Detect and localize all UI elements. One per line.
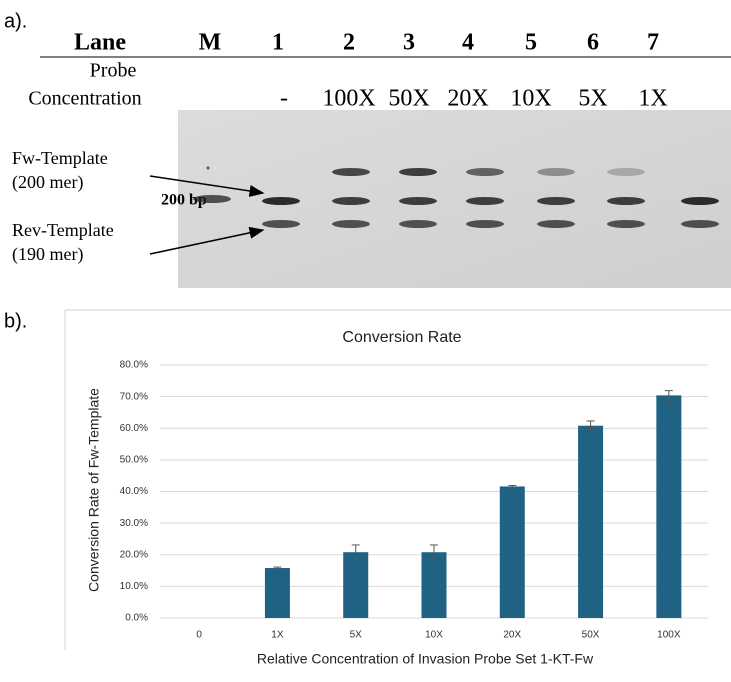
gel-band	[537, 168, 575, 176]
lane-number: 4	[462, 30, 474, 56]
y-tick-label: 80.0%	[120, 360, 148, 371]
probe-concentration: 100X	[322, 86, 375, 112]
annotation: (200 mer)	[12, 172, 83, 193]
lane-number: 5	[525, 30, 537, 56]
chart-panel: b). Conversion Rate Relative Concentrati…	[4, 310, 731, 667]
annotation: (190 mer)	[12, 244, 83, 265]
gel-band	[466, 168, 504, 176]
gel-band	[607, 168, 645, 176]
y-tick-label: 50.0%	[120, 455, 148, 466]
probe-concentration: 20X	[447, 86, 488, 112]
gel-image	[178, 110, 731, 288]
probe-concentration: 50X	[388, 86, 429, 112]
probe-concentration: 10X	[510, 86, 551, 112]
probe-label: Concentration	[28, 88, 141, 110]
y-axis-label: Conversion Rate of Fw-Template	[86, 388, 102, 592]
gel-band	[262, 197, 300, 205]
x-tick-label: 20X	[503, 630, 521, 641]
x-tick-label: 5X	[350, 630, 363, 641]
x-axis-label: Relative Concentration of Invasion Probe…	[257, 651, 594, 667]
y-tick-label: 10.0%	[120, 581, 148, 592]
y-tick-label: 30.0%	[120, 518, 148, 529]
probe-concentration: 5X	[578, 86, 607, 112]
x-tick-label: 10X	[425, 630, 443, 641]
bar	[422, 552, 447, 618]
lane-number: 6	[587, 30, 599, 56]
gel-speck	[207, 167, 210, 170]
probe-concentration: -	[280, 86, 288, 112]
probe-label: Probe	[90, 60, 137, 82]
bar	[265, 568, 290, 618]
gel-band	[193, 195, 231, 203]
gel-band	[399, 197, 437, 205]
gel-band	[537, 220, 575, 228]
y-tick-label: 40.0%	[120, 486, 148, 497]
gel-band	[537, 197, 575, 205]
panel-label: a).	[4, 10, 27, 32]
gel-band	[681, 220, 719, 228]
x-tick-label: 1X	[271, 630, 284, 641]
lane-number: 2	[343, 30, 355, 56]
annotation: Fw-Template	[12, 148, 108, 168]
gel-band	[681, 197, 719, 205]
y-tick-label: 70.0%	[120, 391, 148, 402]
lane-number: 3	[403, 30, 415, 56]
gel-band	[332, 168, 370, 176]
bar	[656, 395, 681, 618]
y-tick-label: 20.0%	[120, 549, 148, 560]
bar	[500, 486, 525, 618]
gel-band	[262, 220, 300, 228]
x-tick-label: 100X	[657, 630, 681, 641]
probe-concentration: 1X	[638, 86, 667, 112]
gel-band	[399, 220, 437, 228]
chart-title: Conversion Rate	[342, 329, 461, 346]
gel-band	[607, 197, 645, 205]
bar	[578, 426, 603, 618]
annotation: Rev-Template	[12, 220, 114, 240]
gel-band	[399, 168, 437, 176]
gel-band	[332, 220, 370, 228]
gel-band	[607, 220, 645, 228]
gel-band	[466, 220, 504, 228]
x-tick-label: 50X	[582, 630, 600, 641]
gel-panel: a). Lane Probe Concentration Fw-Template…	[4, 10, 731, 288]
y-tick-label: 60.0%	[120, 423, 148, 434]
y-tick-label: 0.0%	[125, 613, 148, 624]
figure: a). Lane Probe Concentration Fw-Template…	[0, 0, 731, 682]
lane-number: 7	[647, 30, 659, 56]
gel-band	[466, 197, 504, 205]
panel-label: b).	[4, 310, 27, 332]
lane-number: M	[199, 30, 222, 56]
x-tick-label: 0	[196, 630, 202, 641]
lane-label: Lane	[74, 30, 126, 56]
gel-band	[332, 197, 370, 205]
lane-number: 1	[272, 30, 284, 56]
bar	[343, 552, 368, 618]
